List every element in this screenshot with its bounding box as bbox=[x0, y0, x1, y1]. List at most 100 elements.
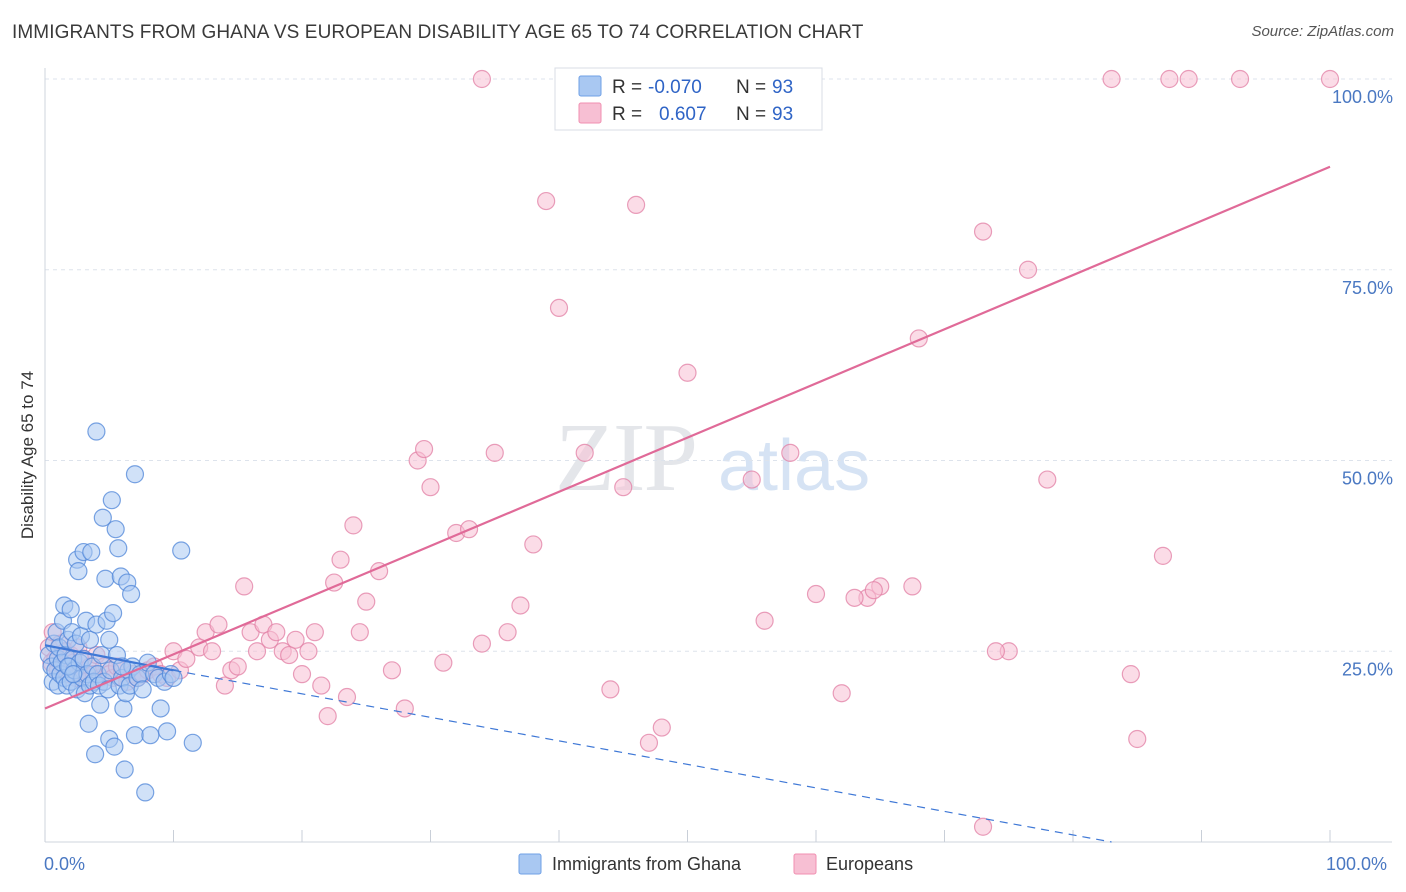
europeans-point bbox=[382, 661, 402, 680]
europeans-point bbox=[614, 478, 633, 497]
correlation-legend: R = -0.070 N = 93 R = 0.607 N = 93 bbox=[554, 67, 823, 131]
ghana-point bbox=[151, 699, 170, 718]
series-legend: Immigrants from Ghana Europeans bbox=[518, 853, 913, 875]
europeans-point bbox=[1320, 69, 1340, 89]
watermark: ZIP atlas bbox=[555, 404, 870, 512]
trend-lines bbox=[44, 165, 1331, 843]
watermark-atlas: atlas bbox=[718, 426, 870, 506]
ghana-point bbox=[82, 542, 101, 562]
europeans-point bbox=[485, 443, 504, 462]
europeans-point bbox=[864, 581, 883, 600]
legend-swatch-ghana bbox=[578, 75, 602, 97]
europeans-point bbox=[832, 684, 851, 703]
x-axis-ticks bbox=[44, 830, 1331, 842]
europeans-point bbox=[1121, 665, 1140, 684]
legend-n-value-ghana: 93 bbox=[772, 77, 793, 98]
europeans-point bbox=[1179, 69, 1198, 89]
legend-r-value-euro: 0.607 bbox=[659, 104, 707, 125]
europeans-point bbox=[292, 665, 312, 684]
ghana-point bbox=[114, 699, 133, 718]
europeans-point bbox=[202, 642, 222, 661]
legend-n-value-euro: 93 bbox=[772, 104, 793, 125]
europeans-point bbox=[228, 657, 247, 676]
europeans-point bbox=[601, 680, 620, 699]
chart-title: IMMIGRANTS FROM GHANA VS EUROPEAN DISABI… bbox=[12, 22, 864, 43]
ghana-point bbox=[69, 562, 88, 581]
ghana-point bbox=[125, 465, 145, 484]
ghana-point bbox=[91, 695, 110, 714]
europeans-point bbox=[549, 298, 569, 317]
europeans-point bbox=[286, 630, 305, 649]
europeans-point bbox=[639, 733, 659, 752]
ghana-point bbox=[125, 726, 145, 745]
europeans-point bbox=[781, 443, 800, 462]
ghana-point bbox=[87, 422, 106, 441]
legend-n-label-euro: N = bbox=[736, 104, 766, 125]
ghana-point bbox=[105, 737, 124, 756]
bottom-legend-label-euro[interactable]: Europeans bbox=[826, 854, 913, 874]
europeans-point bbox=[652, 718, 671, 737]
bottom-legend-label-ghana[interactable]: Immigrants from Ghana bbox=[552, 854, 742, 874]
ghana-point bbox=[157, 722, 177, 741]
europeans-point bbox=[498, 623, 517, 642]
europeans-point bbox=[1230, 69, 1250, 89]
ghana-point bbox=[172, 541, 191, 560]
europeans-point bbox=[344, 516, 363, 535]
bottom-legend-swatch-ghana[interactable] bbox=[518, 853, 542, 875]
europeans-point bbox=[903, 577, 922, 596]
ghana-points bbox=[39, 422, 202, 802]
europeans-point bbox=[312, 676, 331, 695]
y-tick-label: 50.0% bbox=[1342, 469, 1393, 489]
ghana-trend-dashed bbox=[173, 669, 1112, 843]
ghana-point bbox=[102, 491, 121, 510]
europeans-point bbox=[299, 642, 318, 661]
ghana-point bbox=[93, 508, 112, 527]
chart-source: Source: ZipAtlas.com bbox=[1251, 23, 1394, 40]
ghana-point bbox=[80, 630, 100, 649]
ghana-point bbox=[86, 745, 105, 764]
europeans-trend-line bbox=[44, 165, 1331, 710]
europeans-point bbox=[331, 550, 350, 569]
europeans-point bbox=[806, 584, 826, 604]
ghana-point bbox=[133, 680, 152, 699]
europeans-point bbox=[357, 592, 376, 611]
europeans-point bbox=[524, 535, 543, 554]
europeans-point bbox=[575, 443, 594, 462]
europeans-point bbox=[511, 596, 530, 615]
europeans-point bbox=[973, 222, 993, 241]
legend-r-value-ghana: -0.070 bbox=[648, 77, 702, 98]
y-tick-label: 25.0% bbox=[1342, 659, 1393, 679]
europeans-point bbox=[986, 642, 1006, 661]
europeans-point bbox=[177, 649, 196, 668]
europeans-point bbox=[845, 588, 864, 607]
y-tick-labels: 25.0% 50.0% 75.0% 100.0% bbox=[1332, 87, 1393, 679]
europeans-point bbox=[472, 634, 491, 653]
europeans-point bbox=[318, 707, 337, 726]
ghana-point bbox=[183, 733, 202, 752]
europeans-point bbox=[414, 439, 434, 459]
europeans-point bbox=[280, 645, 299, 665]
europeans-point bbox=[209, 615, 228, 634]
y-tick-label: 100.0% bbox=[1332, 87, 1393, 107]
ghana-point bbox=[104, 603, 123, 623]
europeans-point bbox=[434, 653, 453, 672]
europeans-point bbox=[537, 191, 556, 211]
europeans-point bbox=[742, 470, 761, 489]
bottom-legend-swatch-euro[interactable] bbox=[793, 853, 817, 875]
europeans-point bbox=[1160, 69, 1179, 89]
europeans-point bbox=[1102, 69, 1121, 89]
europeans-point bbox=[1128, 729, 1147, 749]
europeans-point bbox=[395, 699, 414, 718]
y-axis-label: Disability Age 65 to 74 bbox=[18, 371, 37, 539]
ghana-point bbox=[106, 520, 125, 539]
legend-n-label-ghana: N = bbox=[736, 77, 766, 98]
europeans-point bbox=[305, 623, 324, 642]
legend-r-label-euro: R = bbox=[612, 104, 642, 125]
ghana-point bbox=[61, 600, 80, 619]
europeans-point bbox=[421, 478, 440, 497]
europeans-point bbox=[267, 623, 286, 642]
europeans-point bbox=[678, 363, 697, 382]
ghana-point bbox=[96, 569, 115, 588]
europeans-point bbox=[215, 676, 234, 695]
y-tick-label: 75.0% bbox=[1342, 278, 1393, 298]
